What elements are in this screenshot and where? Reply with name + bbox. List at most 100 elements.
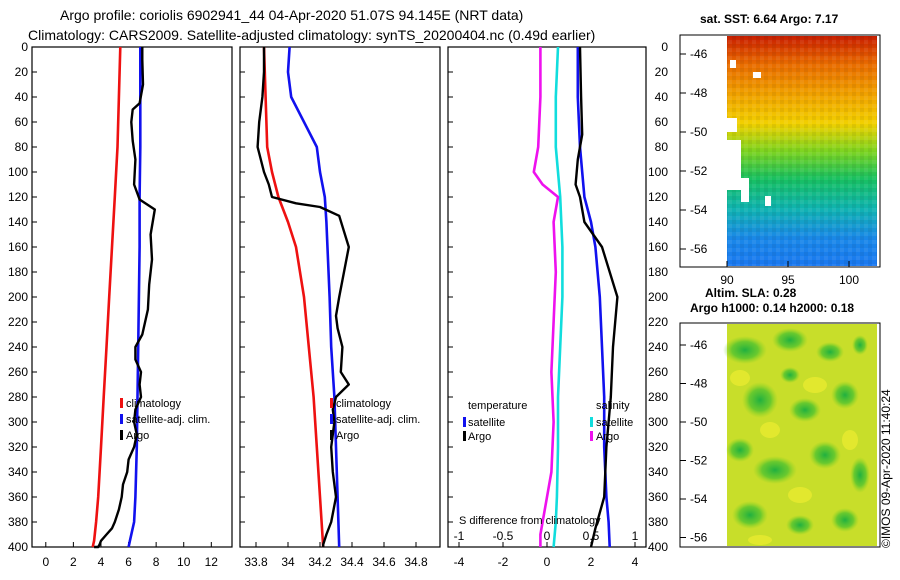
legend-swatch — [120, 430, 123, 440]
x-tick-label: 12 — [205, 555, 219, 569]
legend-swatch — [590, 417, 593, 427]
sla-anomaly-blob — [831, 381, 859, 409]
lon-tick-label: 100 — [839, 273, 859, 287]
temperature-plot: 0 2 4 6 8 10 12 climatology satellite-adj. clim.… — [42, 46, 219, 569]
depth-tick-label-right: 0 — [661, 40, 668, 54]
series-line-salinity-argo — [532, 47, 560, 547]
depth-tick-label-right: 80 — [655, 140, 669, 154]
sla-anomaly-blob — [816, 342, 844, 362]
depth-tick-label: 340 — [8, 465, 28, 479]
lat-tick-label: -52 — [690, 164, 708, 178]
difference-plot: -4 -2 0 2 4 temperature satellite Argo salinity s… — [454, 46, 639, 569]
sla-anomaly-blob — [748, 535, 772, 545]
x-tick-label: 2 — [588, 555, 595, 569]
secondary-x-tick-label: 0 — [544, 529, 551, 543]
depth-tick-label-right: 260 — [648, 365, 668, 379]
sst-missing-patch — [753, 72, 761, 78]
legend-label: Argo — [126, 430, 149, 442]
legend-label: satellite-adj. clim. — [126, 414, 210, 426]
legend-label: climatology — [126, 398, 182, 410]
lat-tick-label: -56 — [690, 531, 708, 545]
sla-anomaly-blob — [842, 430, 858, 450]
x-tick-label: 34 — [281, 555, 295, 569]
imos-credit: ©IMOS 09-Apr-2020 11:40:24 — [879, 389, 893, 548]
x-tick-label: 34.8 — [404, 555, 428, 569]
sla-anomaly-blob — [789, 398, 821, 422]
series-line-climatology — [262, 46, 325, 548]
depth-tick-label-right: 360 — [648, 490, 668, 504]
lat-tick-label: -54 — [690, 203, 708, 217]
legend-swatch — [330, 398, 333, 408]
lat-tick-label: -56 — [690, 242, 708, 256]
depth-tick-label: 400 — [8, 540, 28, 554]
lon-tick-label: 90 — [720, 273, 734, 287]
depth-tick-label-right: 100 — [648, 165, 668, 179]
depth-tick-label-right: 140 — [648, 215, 668, 229]
lat-tick-label: -48 — [690, 377, 708, 391]
depth-tick-label: 200 — [8, 290, 28, 304]
sst-missing-patch — [741, 178, 749, 202]
depth-tick-label-right: 220 — [648, 315, 668, 329]
depth-tick-label: 320 — [8, 440, 28, 454]
sla-anomaly-blob — [772, 328, 808, 352]
legend-swatch — [463, 417, 466, 427]
sla-anomaly-blob — [780, 367, 800, 383]
depth-tick-label: 360 — [8, 490, 28, 504]
secondary-x-tick-label: 1 — [632, 529, 639, 543]
depth-tick-label-right: 380 — [648, 515, 668, 529]
sla-anomaly-blob — [850, 457, 870, 493]
sla-anomaly-blob — [760, 422, 780, 438]
x-tick-label: 33.8 — [244, 555, 268, 569]
series-line-climatology — [91, 46, 122, 548]
x-tick-label: 34.2 — [308, 555, 332, 569]
depth-tick-label-right: 400 — [648, 540, 668, 554]
depth-tick-label: 260 — [8, 365, 28, 379]
depth-tick-label-right: 280 — [648, 390, 668, 404]
depth-tick-label: 280 — [8, 390, 28, 404]
x-tick-label: 0 — [544, 555, 551, 569]
x-tick-label: 6 — [125, 555, 132, 569]
sla-anomaly-blob — [786, 515, 814, 535]
lat-tick-label: -54 — [690, 492, 708, 506]
depth-tick-label-right: 240 — [648, 340, 668, 354]
depth-tick-label: 140 — [8, 215, 28, 229]
sla-anomaly-blob — [803, 377, 827, 393]
depth-tick-label-right: 200 — [648, 290, 668, 304]
sla-anomaly-blob — [809, 441, 841, 469]
sst-lat-axis: -46 -48 -50 -52 -54 -56 — [680, 47, 708, 256]
sst-missing-patch — [727, 118, 737, 132]
lat-tick-label: -52 — [690, 454, 708, 468]
sla-anomaly-blob — [788, 487, 812, 503]
salinity-plot: 33.8 34 34.2 34.4 34.6 34.8 climatology satelli… — [244, 46, 428, 569]
depth-tick-label: 180 — [8, 265, 28, 279]
x-tick-label: 34.6 — [372, 555, 396, 569]
legend-swatch — [330, 430, 333, 440]
legend-label: satellite — [468, 417, 505, 429]
series-line-argo — [94, 47, 156, 549]
depth-tick-label-right: 320 — [648, 440, 668, 454]
series-line-argo — [256, 47, 350, 547]
legend-label: Argo — [336, 430, 359, 442]
sla-anomaly-blob — [726, 438, 754, 462]
depth-tick-label-right: 40 — [655, 90, 669, 104]
depth-tick-label-right: 340 — [648, 465, 668, 479]
depth-tick-label-right: 60 — [655, 115, 669, 129]
depth-tick-label: 80 — [15, 140, 29, 154]
lat-tick-label: -48 — [690, 86, 708, 100]
series-line-salinity-satellite — [552, 46, 564, 548]
depth-tick-label-right: 120 — [648, 190, 668, 204]
secondary-x-tick-label: 0.5 — [583, 529, 600, 543]
legend-swatch — [120, 414, 123, 424]
depth-axis: 0 0 20 20 40 40 60 60 80 80 100 100 120 120 140 140 160 1… — [8, 40, 668, 554]
x-tick-label: 8 — [153, 555, 160, 569]
legend-label: satellite-adj. clim. — [336, 414, 420, 426]
lat-tick-label: -50 — [690, 415, 708, 429]
depth-tick-label: 300 — [8, 415, 28, 429]
lat-tick-label: -46 — [690, 338, 708, 352]
x-tick-label: 4 — [632, 555, 639, 569]
depth-tick-label-right: 180 — [648, 265, 668, 279]
depth-tick-label: 20 — [15, 65, 29, 79]
x-tick-label: 4 — [98, 555, 105, 569]
sla-anomaly-blob — [742, 382, 778, 418]
